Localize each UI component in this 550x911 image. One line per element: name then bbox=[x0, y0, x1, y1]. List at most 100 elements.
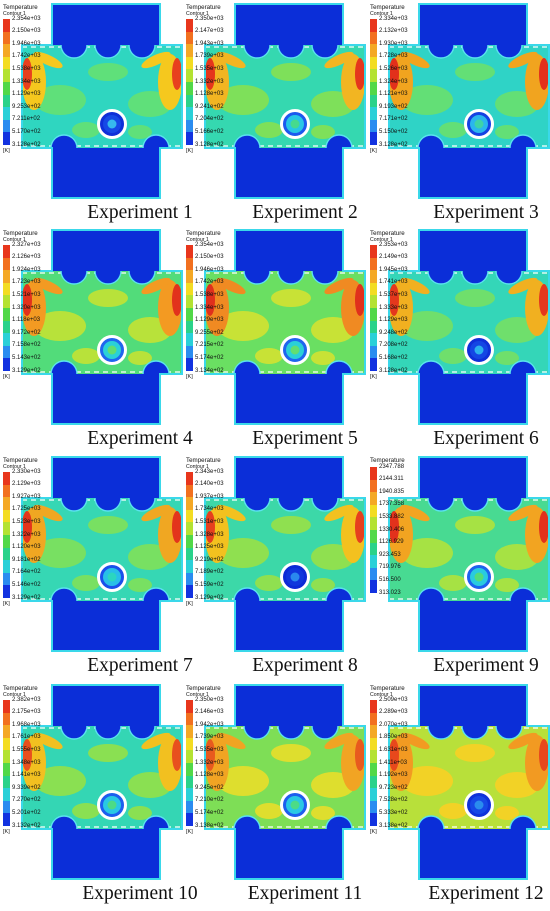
bottom-wall-hump-rim bbox=[233, 587, 261, 602]
bottom-solid-block bbox=[419, 148, 527, 198]
bottom-wall-hump-rim bbox=[509, 360, 537, 375]
colorbar-legend: Temperature Contour 1 2.330e+03 2.129e+03 1.… bbox=[2, 457, 48, 617]
legend-color-swatch bbox=[186, 44, 193, 57]
bottom-wall-hump-rim bbox=[50, 815, 78, 830]
legend-color-swatch bbox=[186, 522, 193, 535]
contour-mid-region bbox=[495, 351, 519, 365]
top-wall-notch-rim bbox=[277, 497, 305, 512]
legend-color-swatch bbox=[3, 497, 10, 510]
contour-mid-region bbox=[72, 803, 100, 819]
contour-edge-streak-right bbox=[508, 504, 538, 522]
temperature-contour-plot bbox=[21, 456, 183, 652]
legend-color-swatch bbox=[370, 479, 377, 493]
legend-color-swatch bbox=[370, 19, 377, 32]
legend-color-swatch bbox=[186, 750, 193, 763]
colorbar-legend: Temperature Contour 1 2.327e+03 2.126e+03 1.… bbox=[2, 230, 48, 390]
cylinder-ring bbox=[464, 562, 494, 592]
top-wall-notch bbox=[496, 726, 522, 739]
colorbar-legend: Temperature Contour 1 2.353e+03 2.149e+03 1.… bbox=[369, 230, 415, 390]
legend-contour-label: Contour 1 bbox=[3, 10, 26, 17]
legend-tick-label: 1.739e+03 bbox=[195, 53, 224, 60]
domain-outline bbox=[204, 456, 366, 652]
legend-color-swatch bbox=[3, 107, 10, 120]
contour-edge-streak-left bbox=[400, 504, 430, 522]
legend-unit-label: [K] bbox=[186, 601, 193, 607]
legend-contour-label: Contour 1 bbox=[370, 10, 393, 17]
contour-mid-region bbox=[311, 351, 335, 365]
legend-color-swatch bbox=[3, 712, 10, 726]
cylinder-core-zone bbox=[474, 119, 484, 129]
top-wall-notch-rim bbox=[128, 270, 156, 285]
panel-caption: Experiment 8 bbox=[252, 655, 358, 676]
legend-tick-label: 3.132e+02 bbox=[12, 822, 41, 829]
legend-title: Temperature bbox=[370, 230, 405, 237]
top-wall-notch-rim bbox=[94, 270, 122, 285]
top-wall-notch-rim bbox=[128, 44, 156, 59]
bottom-wall-hump bbox=[143, 816, 169, 829]
legend-color-swatch bbox=[3, 345, 10, 359]
panel-caption: Experiment 9 bbox=[433, 655, 539, 676]
legend-tick-label: 3.138e+02 bbox=[195, 822, 224, 829]
contour-hot-spot-left bbox=[205, 284, 215, 316]
bottom-wall-hump bbox=[326, 135, 352, 148]
bottom-wall-hump-rim bbox=[142, 134, 170, 149]
legend-color-swatch bbox=[3, 270, 10, 283]
bottom-wall-hump bbox=[143, 361, 169, 374]
experiment-panel: Temperature Contour 1 2.382e+03 2.175e+03 1.… bbox=[0, 681, 198, 908]
contour-hot-spot-left bbox=[22, 511, 32, 543]
top-wall-notch-rim bbox=[94, 497, 122, 512]
legend-color-swatch bbox=[370, 700, 377, 713]
top-solid-block bbox=[235, 685, 343, 726]
colorbar-legend: Temperature Contour 1 2.343e+03 2.140e+03 1.… bbox=[185, 457, 231, 617]
temperature-contour-plot bbox=[21, 3, 183, 199]
legend-tick-label: 1.927e+03 bbox=[12, 493, 41, 500]
top-wall-notch bbox=[244, 498, 270, 511]
legend-tick-label: 1.739e+03 bbox=[195, 734, 224, 741]
bottom-wall-hump-rim bbox=[142, 360, 170, 375]
cylinder-core-zone bbox=[474, 345, 484, 355]
legend-color-swatch bbox=[3, 522, 10, 535]
temperature-contour-plot bbox=[204, 229, 366, 425]
legend-tick-label: 1.742e+03 bbox=[195, 279, 224, 286]
legend-color-swatch bbox=[186, 257, 193, 271]
legend-color-swatch bbox=[3, 295, 10, 308]
legend-tick-label: 3.138e+02 bbox=[379, 822, 408, 829]
contour-edge-streak-left bbox=[400, 732, 430, 750]
top-wall-notch bbox=[95, 271, 121, 284]
legend-color-swatch bbox=[370, 737, 377, 751]
panel-caption: Experiment 12 bbox=[428, 883, 544, 904]
legend-color-swatch bbox=[370, 295, 377, 308]
legend-color-swatch bbox=[370, 358, 377, 371]
legend-tick-label: 7.158e+02 bbox=[12, 342, 41, 349]
legend-color-swatch bbox=[3, 19, 10, 32]
bottom-wall-hump-rim bbox=[509, 815, 537, 830]
domain-outline bbox=[204, 684, 366, 880]
temperature-contour-plot bbox=[204, 684, 366, 880]
legend-color-swatch bbox=[370, 712, 377, 726]
domain-outline bbox=[388, 229, 550, 425]
legend-tick-label: 2.147e+03 bbox=[195, 28, 224, 35]
legend-color-swatch bbox=[186, 107, 193, 120]
temperature-contour-plot bbox=[388, 3, 550, 199]
top-wall-notch bbox=[496, 271, 522, 284]
legend-contour-label: Contour 1 bbox=[186, 236, 209, 243]
legend-tick-label: 1.526e+03 bbox=[379, 65, 408, 72]
top-solid-block bbox=[235, 230, 343, 271]
legend-title: Temperature bbox=[370, 457, 405, 464]
legend-color-swatch bbox=[186, 535, 193, 548]
top-wall-notch bbox=[61, 271, 87, 284]
legend-tick-label: 1.118e+03 bbox=[12, 317, 41, 324]
contour-mid-region bbox=[495, 578, 519, 592]
legend-tick-label: 1.761e+03 bbox=[12, 734, 41, 741]
contour-mid-region bbox=[255, 122, 283, 138]
contour-mid-region bbox=[217, 85, 269, 115]
legend-tick-label: 1.125e+03 bbox=[195, 544, 224, 551]
top-solid-block bbox=[419, 4, 527, 45]
top-wall-notch bbox=[278, 498, 304, 511]
bottom-wall-hump bbox=[418, 135, 444, 148]
legend-color-swatch bbox=[186, 333, 193, 346]
legend-tick-label: 2.382e+03 bbox=[12, 696, 41, 703]
contour-mid-region bbox=[128, 351, 152, 365]
legend-tick-label: 1.334e+03 bbox=[195, 304, 224, 311]
bottom-wall-hump bbox=[510, 361, 536, 374]
